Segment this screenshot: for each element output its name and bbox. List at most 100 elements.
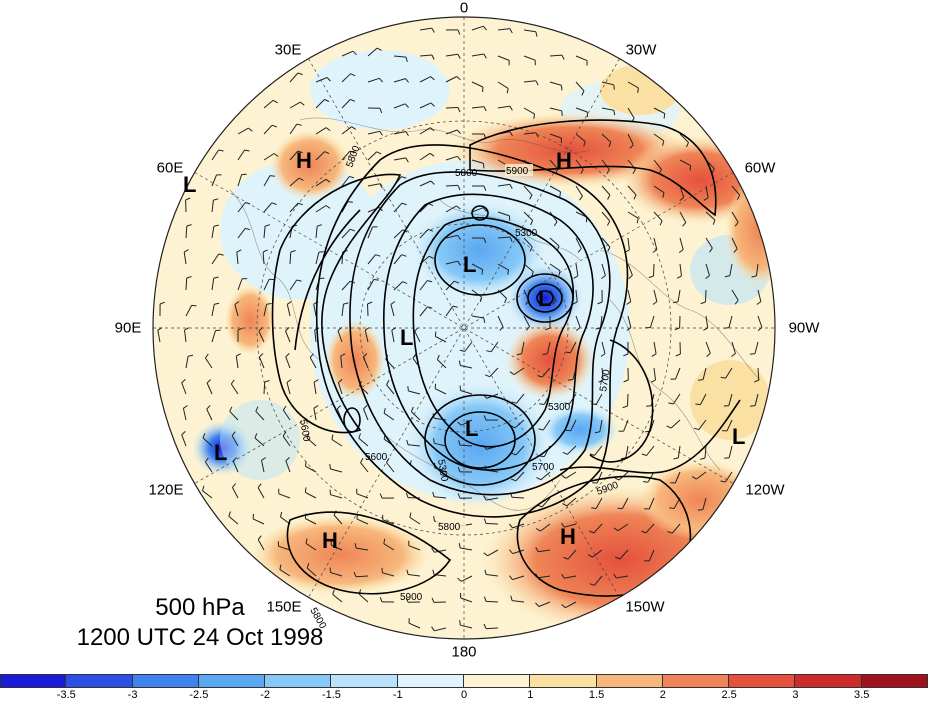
colorbar-box [596,674,663,688]
wind-barb-flag [709,247,713,253]
wind-barb [185,225,188,239]
wind-barb [728,315,733,328]
wind-barb-flag [257,483,262,488]
wind-barb [601,341,606,354]
wind-barb [237,202,246,213]
wind-barb-flag [538,428,544,431]
wind-barb-flag [244,149,250,152]
wind-barb-flag [720,480,726,483]
wind-barb [408,444,421,447]
wind-barb [497,28,510,31]
wind-barb [755,263,759,276]
wind-barb-flag [300,101,305,106]
wind-barb [549,54,563,57]
wind-barb-flag [228,511,231,517]
wind-barb [653,133,665,142]
wind-barb-flag [285,457,290,462]
wind-barb-flag [623,379,629,383]
wind-barb-flag [383,408,386,414]
wind-barb-flag [648,275,654,279]
wind-barb [390,304,395,317]
wind-barb [258,356,265,369]
wind-barb-flag [606,220,611,226]
wind-barb-flag [407,385,409,392]
wind-barb [460,390,473,395]
height-contours [271,119,741,597]
contour-label: 5700 [598,368,613,392]
wind-barb [540,471,551,481]
contour-label: 5600 [297,419,312,443]
wind-barb-flag [304,487,307,493]
wind-barb [627,263,633,276]
wind-barb [627,133,634,146]
wind-barb [382,519,395,525]
wind-barb-flag [457,155,461,161]
low-marker: L [463,252,476,277]
wind-barb-flag [479,296,483,303]
wind-barb-flag [606,169,610,175]
wind-barb [653,237,658,250]
colorbar-box [331,674,398,688]
wind-barb [575,237,582,249]
wind-barb [337,382,343,395]
wind-barb-flag [401,254,407,257]
wind-barb [341,73,351,83]
wind-barb [289,72,299,83]
wind-barb-flag [626,301,631,305]
wind-barb-flag [456,205,461,210]
wind-barb [646,445,655,456]
wind-barb [434,417,447,421]
wind-barb-flag [269,175,275,177]
wind-barb [487,549,499,557]
wind-barb [340,356,343,369]
wind-barb-flag [565,351,571,354]
wind-barb-flag [457,577,462,582]
wind-barb [728,445,733,458]
wind-barb-flag [405,597,409,603]
level-title: 500 hPa [155,594,245,621]
wind-barb-flag [352,50,357,56]
wind-barb [679,211,687,223]
wind-barb [523,237,533,248]
wind-barb [360,462,369,473]
wind-barb [391,330,395,343]
wind-barb [263,381,266,395]
wind-barb [625,445,629,458]
wind-barb-flag [264,224,271,227]
colorbar-box [530,674,597,688]
wind-barb-flag [511,401,517,404]
wind-barb [757,315,763,328]
colorbar-tick-label: 1 [527,689,534,701]
wind-barb-flag [191,304,197,307]
wind-barb [486,497,499,501]
wind-barb [471,25,484,31]
wind-barb [434,496,447,499]
wind-barb-flag [231,431,236,436]
wind-barb-flag [695,403,701,406]
wind-barb [549,237,560,247]
wind-barb-flag [202,485,205,491]
wind-barb-flag [306,563,310,569]
wind-barb-flag [731,353,736,357]
wind-barb-flag [259,353,264,358]
wind-barb-flag [457,467,461,473]
wind-barb [670,419,681,429]
wind-barb [705,315,709,328]
wind-barb-flag [736,194,741,200]
wind-barb-flag [482,207,487,212]
wind-barb-flag [613,527,619,532]
colorbar-box [729,674,796,688]
wind-barb [419,306,428,317]
wind-barb [485,627,499,630]
wind-barb [621,497,629,509]
wind-barb-flag [615,556,621,560]
wind-barb-flag [457,54,461,59]
wind-barb-flag [673,457,679,460]
wind-barb [408,574,421,577]
wind-barb-flag [499,326,504,331]
wind-barb [211,200,214,213]
wind-barb [261,460,265,473]
wind-barb [341,150,351,161]
wind-barb [593,523,603,534]
colorbar: -3.5 -3 -2.5 -2 -1.5 -1 0 1 1.5 2 2.5 3 3.5 [0,674,928,702]
